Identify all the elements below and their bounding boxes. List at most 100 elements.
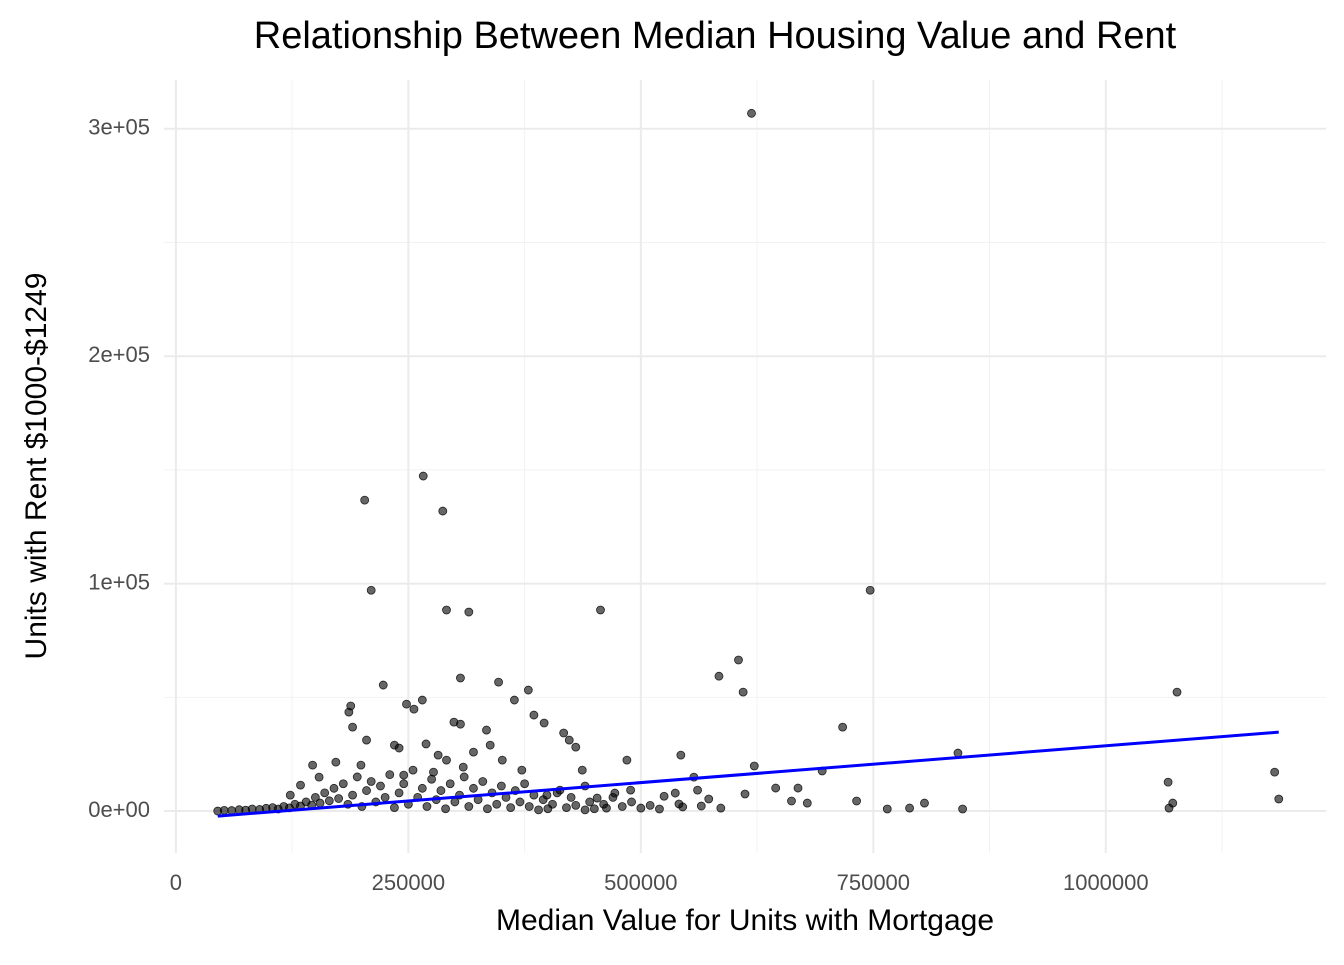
y-tick-label: 2e+05 [88,342,150,367]
point [645,800,655,810]
y-tick-label: 0e+00 [88,797,150,822]
point [362,735,371,745]
point [442,755,451,765]
point [529,710,539,720]
y-tick-label: 3e+05 [88,115,150,140]
point [378,680,388,690]
point [559,728,569,738]
point [402,699,411,709]
point [409,704,419,714]
point [390,803,399,813]
point [538,795,548,805]
point [548,799,557,809]
point [478,777,488,786]
point [524,802,534,811]
point [596,605,605,615]
point [1274,794,1284,804]
point [348,790,357,800]
point [1164,803,1174,813]
point [324,796,334,806]
point [331,757,341,767]
point [747,108,756,118]
x-tick-label: 0 [170,870,182,895]
point [385,770,395,780]
point [308,760,317,770]
point [509,695,519,705]
point [562,803,571,813]
point [417,783,427,793]
point [320,788,330,798]
point [329,783,339,793]
point [380,792,390,802]
point [592,793,602,803]
point [482,725,491,735]
point [852,796,861,806]
point [714,671,724,681]
point [483,804,492,814]
point [539,718,549,728]
point [506,803,516,813]
point [433,750,443,760]
point [704,794,714,804]
point [338,779,348,789]
point [436,786,446,795]
point [459,772,469,782]
point [771,783,781,793]
point [296,780,305,790]
point [438,506,448,516]
point [520,779,530,789]
point [285,790,295,800]
point [787,796,796,806]
point [920,798,929,808]
point [456,719,465,729]
point [580,805,590,815]
point [450,797,460,807]
point [696,801,706,811]
point [1172,687,1182,697]
point [1270,767,1280,777]
point [442,605,451,615]
point [464,607,474,617]
point [636,803,646,813]
point [585,797,595,807]
point [617,802,627,811]
point [566,792,576,802]
y-tick-label: 1e+05 [88,569,150,594]
point [399,779,409,789]
point [469,747,478,757]
point [458,762,468,772]
x-tick-label: 500000 [604,870,677,895]
point [422,802,432,811]
point [441,804,450,814]
point [670,788,680,798]
point [564,735,574,745]
point [362,786,371,795]
point [356,760,366,770]
point [608,792,618,802]
point [348,722,357,732]
point [456,673,465,683]
point [394,788,404,798]
point [366,585,376,595]
point [515,797,525,807]
point [219,805,229,815]
point [802,798,812,808]
point [793,783,803,793]
x-tick-label: 1000000 [1063,870,1149,895]
point [517,765,527,775]
chart-title: Relationship Between Median Housing Valu… [254,15,1177,57]
point [417,695,427,705]
point [626,785,636,795]
x-tick-label: 250000 [372,870,445,895]
point [622,755,632,765]
point [360,495,370,505]
point [905,803,914,813]
point [315,798,325,808]
point [678,802,688,812]
point [314,772,324,782]
point [352,772,362,782]
point [716,803,726,813]
point [418,471,428,481]
point [390,740,399,750]
